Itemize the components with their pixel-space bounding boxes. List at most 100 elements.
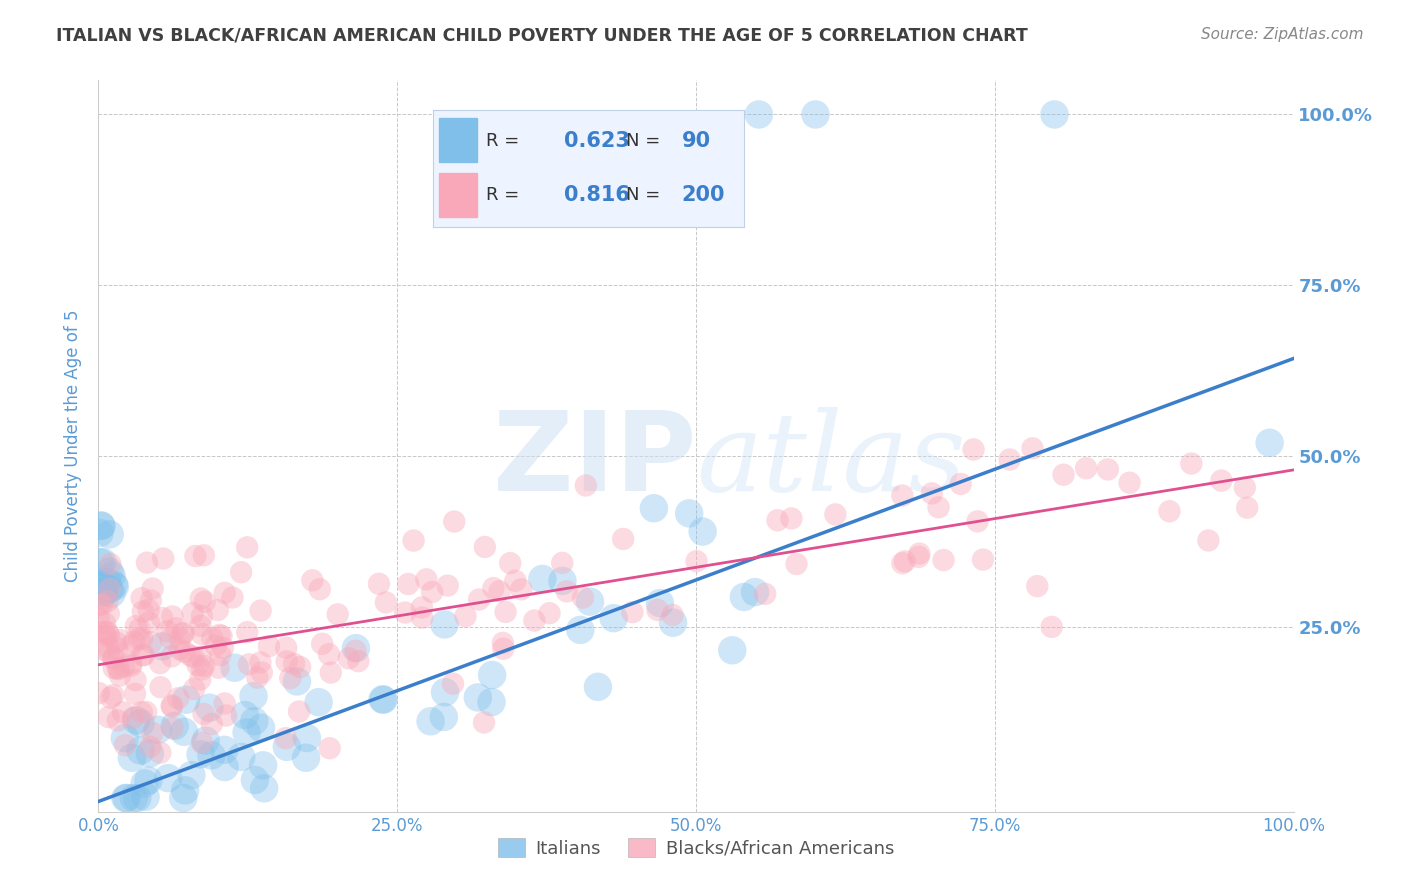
Point — [89, 555, 111, 569]
Point — [135, 789, 157, 804]
Point — [91, 586, 114, 600]
Point — [510, 582, 533, 597]
Point — [127, 791, 149, 805]
Point — [90, 598, 112, 612]
Point — [648, 596, 671, 610]
Point — [243, 714, 266, 728]
Point — [579, 594, 602, 608]
Point — [233, 708, 256, 723]
Point — [242, 689, 264, 703]
Legend: Italians, Blacks/African Americans: Italians, Blacks/African Americans — [491, 831, 901, 865]
Point — [89, 577, 111, 591]
Point — [246, 671, 269, 685]
Point — [308, 695, 330, 709]
Point — [93, 642, 115, 657]
Point — [152, 551, 174, 566]
Point — [96, 624, 118, 639]
Point — [551, 556, 574, 570]
Point — [1180, 457, 1202, 471]
Text: ZIP: ZIP — [492, 407, 696, 514]
Point — [274, 731, 297, 746]
Point — [193, 706, 215, 721]
Point — [326, 607, 349, 622]
Point — [253, 781, 276, 796]
Point — [433, 710, 456, 724]
Point — [125, 713, 148, 727]
Point — [721, 643, 744, 657]
Point — [193, 658, 215, 673]
Point — [1043, 107, 1066, 121]
Point — [1026, 579, 1049, 593]
Point — [190, 747, 212, 762]
Point — [643, 501, 665, 516]
Point — [167, 691, 190, 706]
Point — [411, 610, 433, 624]
Point — [1233, 481, 1256, 495]
Point — [139, 739, 162, 754]
Point — [215, 708, 238, 723]
Point — [908, 547, 931, 561]
Point — [894, 554, 917, 568]
Point — [157, 771, 180, 785]
Point — [492, 641, 515, 656]
Point — [207, 661, 229, 675]
Text: atlas: atlas — [696, 407, 966, 515]
Point — [200, 748, 222, 763]
Point — [235, 725, 257, 739]
Point — [433, 617, 456, 632]
Point — [374, 595, 396, 609]
Point — [555, 584, 578, 599]
Point — [538, 606, 561, 620]
Point — [190, 619, 212, 633]
Point — [249, 604, 271, 618]
Point — [499, 556, 522, 570]
Point — [134, 776, 156, 790]
Point — [191, 662, 214, 676]
Point — [434, 685, 457, 699]
Point — [966, 514, 988, 528]
Point — [236, 541, 259, 555]
Point — [236, 625, 259, 640]
Point — [172, 791, 194, 805]
Point — [481, 695, 503, 709]
Point — [141, 635, 163, 649]
Point — [96, 574, 118, 589]
Point — [252, 758, 274, 772]
Point — [318, 647, 340, 661]
Point — [141, 726, 163, 740]
Point — [160, 649, 183, 664]
Point — [114, 738, 136, 752]
Point — [173, 645, 195, 659]
Point — [114, 791, 136, 805]
Point — [138, 603, 160, 617]
Point — [962, 442, 984, 457]
Point — [87, 611, 110, 625]
Point — [337, 651, 360, 665]
Point — [733, 590, 755, 604]
Point — [183, 650, 205, 665]
Point — [97, 628, 120, 642]
Point — [149, 680, 172, 694]
Point — [163, 719, 186, 733]
Point — [467, 690, 489, 705]
Point — [97, 646, 120, 660]
Point — [575, 478, 598, 492]
Point — [319, 665, 342, 680]
Point — [748, 107, 770, 121]
Point — [295, 750, 318, 764]
Point — [173, 724, 195, 739]
Point — [214, 760, 236, 774]
Point — [419, 714, 441, 729]
Point — [250, 665, 273, 680]
Point — [318, 741, 340, 756]
Point — [128, 632, 150, 646]
Point — [190, 649, 212, 664]
Point — [190, 591, 212, 606]
Point — [107, 661, 129, 675]
Point — [162, 609, 184, 624]
Point — [89, 525, 111, 540]
Point — [949, 477, 972, 491]
Point — [780, 511, 803, 525]
Point — [786, 557, 808, 571]
Point — [138, 773, 160, 788]
